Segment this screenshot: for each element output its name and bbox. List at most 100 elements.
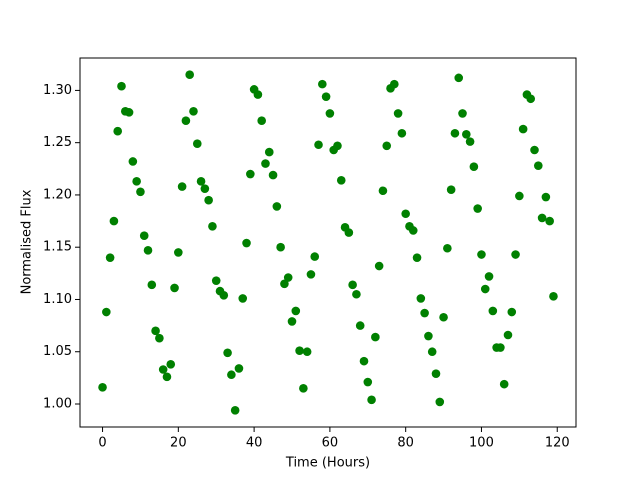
x-tick-label: 20 bbox=[170, 436, 187, 451]
point bbox=[549, 292, 558, 301]
point bbox=[189, 107, 198, 116]
point bbox=[192, 139, 202, 149]
point bbox=[105, 253, 115, 262]
point bbox=[507, 307, 517, 317]
point bbox=[473, 204, 482, 213]
point bbox=[310, 252, 320, 261]
point bbox=[291, 306, 301, 316]
x-tick-label: 60 bbox=[322, 436, 339, 451]
point bbox=[124, 108, 134, 117]
point bbox=[382, 141, 392, 151]
point bbox=[526, 94, 536, 104]
x-tick-label: 100 bbox=[469, 436, 494, 451]
point bbox=[253, 90, 263, 99]
point bbox=[352, 289, 361, 299]
y-tick-label: 1.25 bbox=[43, 135, 72, 150]
point bbox=[333, 141, 342, 151]
point bbox=[321, 92, 331, 101]
point bbox=[287, 317, 297, 326]
point bbox=[147, 280, 157, 290]
point bbox=[314, 140, 323, 150]
point bbox=[200, 184, 210, 193]
point bbox=[177, 182, 187, 191]
x-tick-label: 40 bbox=[246, 436, 263, 451]
point bbox=[181, 116, 191, 126]
point bbox=[230, 405, 240, 415]
point bbox=[367, 395, 376, 405]
point bbox=[336, 176, 346, 185]
point bbox=[443, 243, 452, 253]
point bbox=[454, 73, 464, 83]
point bbox=[462, 130, 471, 139]
point bbox=[272, 202, 282, 211]
point bbox=[530, 145, 539, 155]
point bbox=[401, 209, 410, 219]
plot-frame bbox=[79, 57, 577, 428]
point bbox=[295, 346, 304, 355]
x-tick-label: 80 bbox=[397, 436, 414, 451]
point bbox=[477, 250, 486, 259]
point bbox=[162, 372, 172, 382]
point bbox=[318, 79, 327, 89]
point bbox=[234, 364, 244, 373]
point bbox=[174, 248, 183, 257]
point bbox=[257, 116, 266, 126]
point bbox=[98, 382, 107, 392]
point bbox=[102, 307, 111, 317]
point bbox=[393, 109, 403, 118]
point bbox=[533, 161, 543, 170]
point bbox=[446, 185, 456, 195]
point bbox=[132, 177, 141, 186]
point bbox=[371, 332, 380, 342]
y-tick-label: 1.20 bbox=[43, 187, 72, 202]
point bbox=[450, 128, 460, 138]
point bbox=[541, 192, 551, 202]
point bbox=[355, 321, 365, 330]
point bbox=[109, 216, 119, 226]
point bbox=[397, 128, 407, 138]
point bbox=[408, 226, 418, 235]
point bbox=[480, 284, 490, 294]
point bbox=[185, 70, 194, 80]
point bbox=[166, 359, 176, 369]
y-tick-label: 1.00 bbox=[43, 397, 72, 412]
point bbox=[219, 290, 229, 300]
point bbox=[306, 270, 316, 279]
point bbox=[416, 294, 426, 303]
point bbox=[465, 137, 475, 146]
point bbox=[348, 280, 357, 290]
point bbox=[223, 348, 232, 358]
point bbox=[302, 347, 312, 357]
y-axis-label: Normalised Flux bbox=[20, 189, 35, 294]
point bbox=[117, 81, 126, 91]
point bbox=[268, 170, 278, 180]
point bbox=[246, 169, 255, 179]
point bbox=[374, 261, 384, 271]
point bbox=[276, 242, 285, 252]
point bbox=[155, 333, 164, 343]
point bbox=[499, 379, 509, 389]
point bbox=[143, 246, 153, 255]
point bbox=[518, 124, 528, 134]
point bbox=[484, 272, 494, 281]
point bbox=[264, 147, 274, 157]
point bbox=[299, 384, 308, 393]
point bbox=[545, 216, 554, 226]
y-tick-label: 1.30 bbox=[43, 83, 72, 98]
point bbox=[113, 126, 123, 136]
point bbox=[238, 294, 248, 303]
point bbox=[139, 231, 149, 241]
point bbox=[151, 326, 160, 336]
point bbox=[412, 253, 422, 262]
point bbox=[158, 365, 168, 374]
point bbox=[458, 109, 467, 118]
point bbox=[325, 109, 335, 118]
point bbox=[363, 377, 373, 387]
point bbox=[227, 370, 236, 380]
point bbox=[211, 276, 221, 285]
point bbox=[515, 191, 524, 201]
point bbox=[261, 159, 270, 168]
point bbox=[136, 187, 145, 197]
point bbox=[503, 330, 513, 340]
